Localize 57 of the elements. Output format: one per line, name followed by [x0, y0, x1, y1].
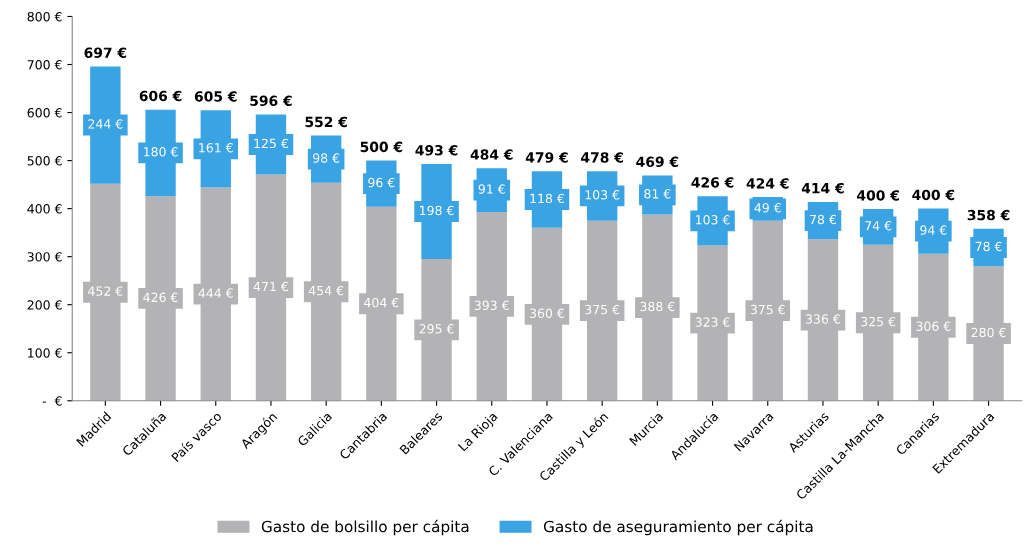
y-tick-label: 200 € — [27, 300, 62, 310]
data-label: 426 € — [143, 292, 178, 303]
data-label: 280 € — [971, 327, 1006, 338]
data-label: 452 € — [88, 286, 123, 296]
data-label: 98 € — [313, 153, 340, 163]
data-label: 306 € — [916, 321, 951, 331]
total-label: 400 € — [857, 190, 899, 201]
data-label: 323 € — [695, 317, 730, 327]
total-label: 469 € — [636, 156, 679, 168]
y-tick-label: 300 € — [27, 252, 62, 262]
data-label: 375 € — [750, 304, 785, 315]
data-label: 161 € — [199, 142, 233, 153]
data-label: 94 € — [920, 225, 947, 235]
y-tick-label: 100 € — [28, 348, 62, 358]
data-label: 118 € — [530, 193, 565, 204]
data-label: 388 € — [640, 301, 675, 312]
data-label: 125 € — [254, 138, 289, 149]
data-label: 393 € — [474, 300, 509, 310]
y-tick-label: 800 € — [27, 11, 62, 22]
data-label: 454 € — [308, 285, 344, 296]
total-label: 400 € — [912, 189, 955, 201]
total-label: 414 € — [801, 182, 844, 194]
data-label: 96 € — [368, 177, 395, 188]
data-label: 91 € — [478, 184, 505, 194]
data-label: 336 € — [806, 314, 841, 324]
y-tick-label: 400 € — [27, 204, 62, 214]
total-label: 596 € — [250, 95, 292, 107]
y-tick-label: 600 € — [27, 108, 62, 118]
total-label: 552 € — [305, 116, 347, 128]
total-label: 358 € — [967, 209, 1010, 221]
total-label: 500 € — [360, 141, 403, 153]
data-label: 180 € — [144, 147, 178, 157]
data-label: 103 € — [696, 215, 730, 225]
data-label: 375 € — [585, 304, 620, 315]
total-label: 424 € — [746, 178, 789, 189]
data-label: 325 € — [861, 316, 896, 327]
data-label: 444 € — [198, 288, 233, 298]
data-label: 244 € — [88, 119, 123, 129]
data-label: 103 € — [585, 190, 620, 200]
total-label: 484 € — [470, 149, 513, 160]
total-label: 478 € — [581, 152, 623, 163]
total-label: 479 € — [525, 152, 568, 163]
legend-label: Gasto de bolsillo per cápita — [261, 519, 469, 536]
y-tick-label: 500 € — [27, 156, 62, 166]
total-label: 426 € — [691, 177, 734, 188]
data-label: 198 € — [420, 205, 454, 216]
data-label: 471 € — [253, 281, 289, 292]
total-label: 605 € — [194, 91, 237, 102]
y-tick-label: - € — [42, 396, 62, 406]
total-label: 606 € — [139, 90, 182, 102]
data-label: 404 € — [364, 297, 399, 308]
data-label: 360 € — [530, 308, 565, 318]
total-label: 697 € — [84, 47, 127, 58]
data-label: 295 € — [419, 324, 454, 334]
total-label: 493 € — [415, 144, 458, 156]
legend-label: Gasto de aseguramiento per cápita — [543, 519, 813, 536]
y-tick-label: 700 € — [27, 59, 62, 70]
